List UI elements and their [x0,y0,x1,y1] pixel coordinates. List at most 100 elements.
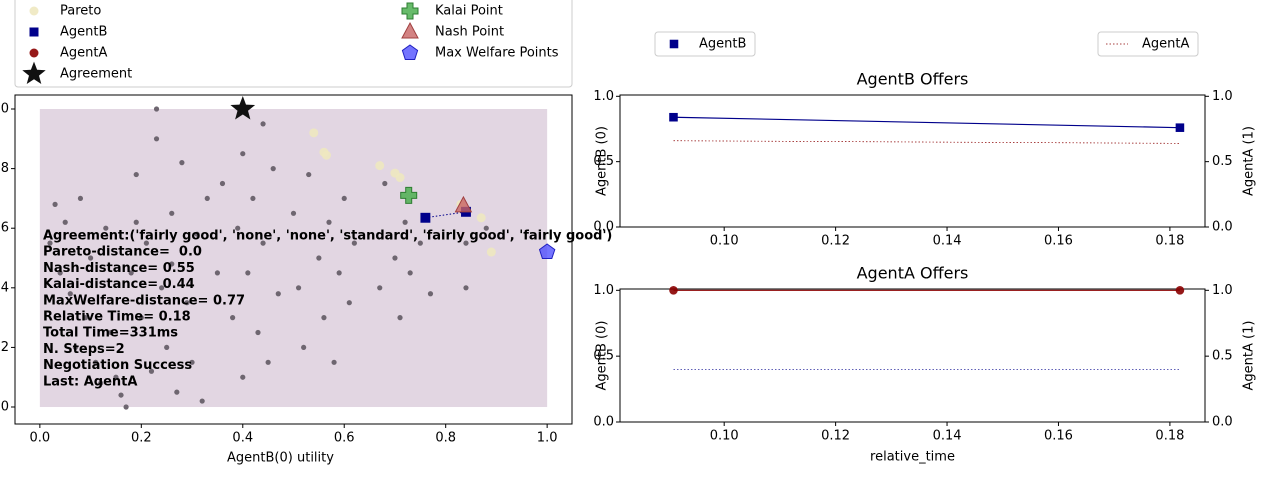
x-tick-label: 0.2 [131,431,152,446]
y-tick-label: 1.0 [593,89,614,104]
outcome-point [235,225,241,231]
x-tick-label: 0.16 [1044,429,1073,444]
outcome-point [169,210,175,216]
outcome-point [153,106,160,112]
annotation: Relative Time= 0.18 [43,310,191,325]
outcome-point [153,136,160,142]
marker-circle [395,173,405,183]
outcome-point [138,315,144,321]
annotation: MaxWelfare-distance= 0.77 [43,293,245,308]
outcome-point [98,380,104,386]
y2-tick-label: 1.0 [1212,283,1233,298]
x-tick-label: 0.12 [821,234,850,249]
feasible-region [39,109,548,408]
outcome-point [346,300,352,306]
outcome-point [62,219,68,225]
outcome-point [148,368,155,374]
x-tick-label: 1.0 [537,431,558,446]
outcome-point [159,285,165,291]
legend-label: Kalai Point [435,4,503,19]
marker-triangle [454,195,473,213]
outcome-point [204,195,210,202]
outcome-point [483,225,489,231]
marker-pentagon [538,243,556,259]
outcome-point [397,315,403,321]
annotation: Nash-distance= 0.55 [43,261,195,276]
y2-axis-label: AgentA (1) [1242,126,1257,196]
outcome-point [341,195,347,202]
marker-circle [669,286,678,295]
outcome-point [377,285,383,291]
y-tick-label: 0.5 [593,349,614,364]
marker-star [230,96,256,120]
y-tick-label: 0.4 [0,280,9,295]
y-tick-label: 0.0 [0,400,9,415]
outcome-point [133,219,139,225]
outcome-point [275,291,281,297]
marker-star [22,61,46,84]
outcome-point [417,240,423,246]
marker-square [669,39,679,49]
marker-circle [29,6,39,16]
outcome-point [306,171,312,178]
x-tick-label: 0.14 [933,234,962,249]
outcome-point [164,344,170,351]
outcome-point [250,195,256,202]
outcome-point [295,285,302,291]
marker-square [29,27,39,37]
outcome-point [290,210,297,216]
outcome-point [57,270,63,276]
outcome-point [260,121,266,127]
legend-label: Max Welfare Points [435,46,559,61]
outcome-point [103,225,109,231]
marker-triangle [401,21,419,39]
x-tick-label: 0.10 [710,429,739,444]
outcome-point [382,180,388,187]
outcome-point [240,151,246,157]
outcome-point [392,255,398,261]
marker-square [1175,123,1185,132]
x-axis-label: relative_time [870,450,955,465]
outcome-point [230,315,236,321]
y-tick-label: 1.0 [593,283,614,298]
outcome-point [402,219,408,225]
outcome-point [270,166,276,172]
outcome-point [240,374,246,380]
outcome-point [265,359,271,365]
marker-circle [476,213,486,223]
chart-title: AgentA Offers [857,264,969,283]
outcome-point [463,240,469,246]
axes-frame [619,288,1206,423]
marker-plus [401,2,419,20]
x-tick-label: 0.18 [1155,429,1184,444]
annotation: Kalai-distance= 0.44 [43,277,195,292]
marker-pentagon [401,44,419,60]
legend-label: Nash Point [435,25,504,40]
y2-tick-label: 0.5 [1212,154,1233,169]
y2-tick-label: 0.0 [1212,220,1233,235]
annotation: Negotiation Success [43,358,192,373]
marker-square [420,212,431,223]
annotation: Total Time=331ms [43,326,178,341]
outcome-point [351,240,357,246]
x-tick-label: 0.16 [1044,234,1073,249]
outcome-point [184,300,190,306]
outcome-point [179,160,185,166]
outcome-point [133,171,139,178]
chart-title: AgentB Offers [857,70,969,89]
outcome-point [72,344,78,351]
y2-axis-label: AgentA (1) [1242,321,1257,391]
outcome-point [87,255,94,261]
y-tick-label: 0.0 [593,415,614,430]
legend-label: AgentA [60,46,107,61]
y2-tick-label: 0.5 [1212,349,1233,364]
outcome-point [189,359,195,365]
y-axis-label: AgentB (0) [595,321,610,391]
annotation: N. Steps=2 [43,342,125,357]
outcome-point [326,219,332,225]
legend-box [14,0,573,88]
axes-frame [619,94,1206,228]
x-tick-label: 0.12 [821,429,850,444]
y-axis-label: AgentB (0) [595,126,610,196]
